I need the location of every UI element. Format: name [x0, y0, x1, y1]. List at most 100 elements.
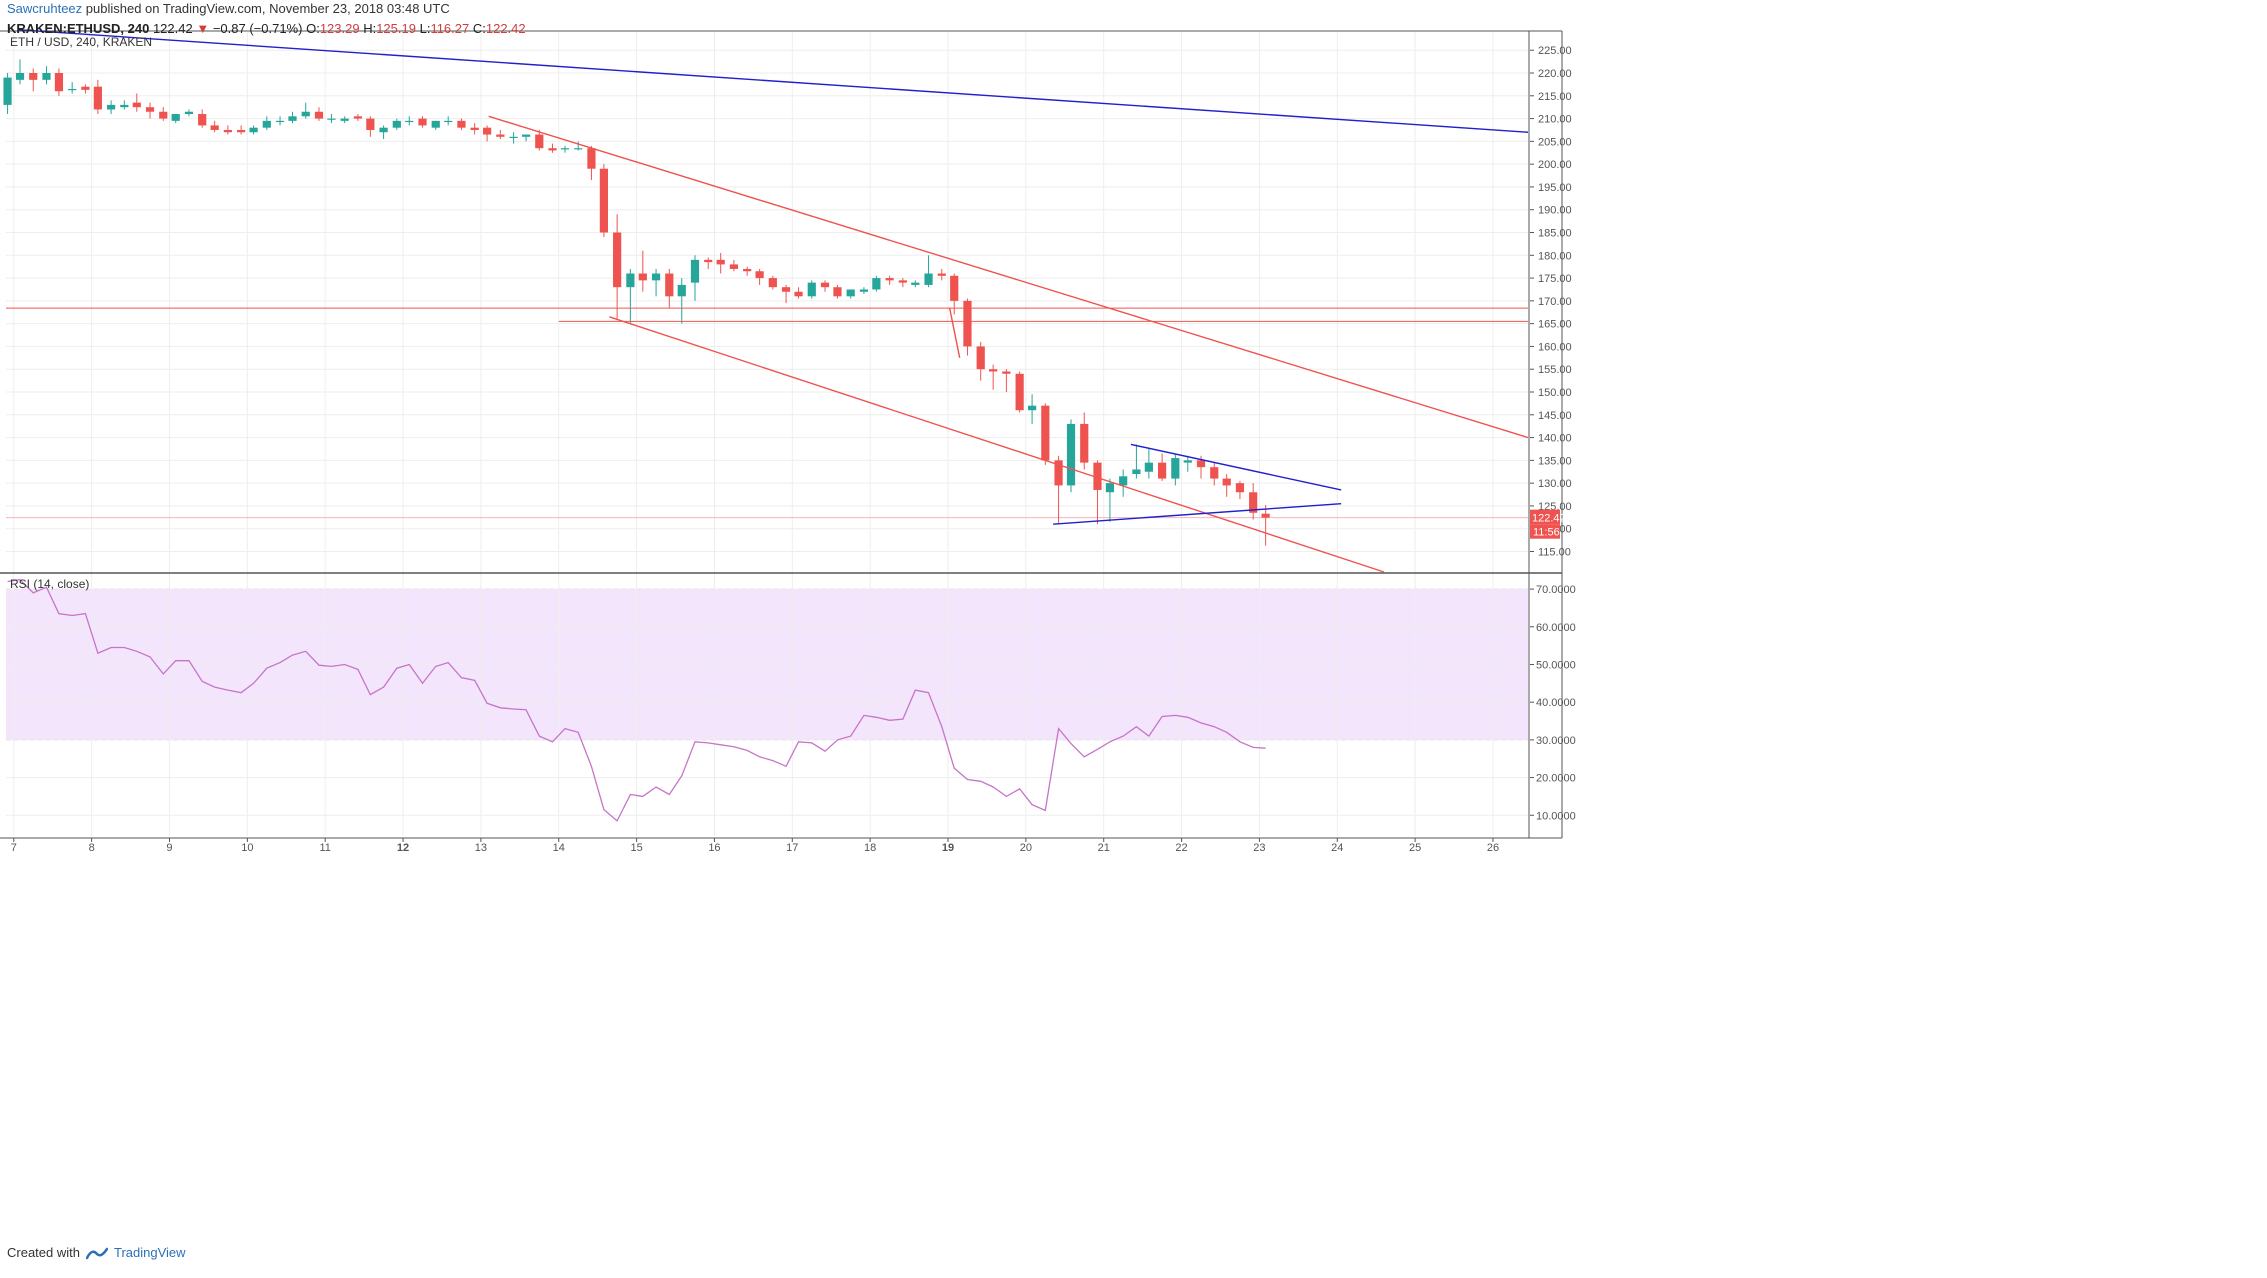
price-tick-label: 180.00 [1538, 250, 1572, 262]
candle-up [42, 73, 51, 80]
price-tick-label: 160.00 [1538, 341, 1572, 353]
candle-down [470, 127, 479, 130]
candle-down [418, 118, 427, 126]
candle-down [716, 259, 725, 265]
time-tick-label: 17 [786, 842, 798, 854]
author-link[interactable]: Sawcruhteez [7, 1, 83, 16]
price-pane-title: ETH / USD, 240, KRAKEN [10, 35, 152, 49]
candle-down [743, 268, 752, 272]
candle-up [120, 104, 129, 108]
time-tick-label: 14 [553, 842, 565, 854]
candle-down [638, 273, 647, 281]
candle-up [1171, 458, 1180, 479]
candle-down [1196, 460, 1206, 468]
rsi-line [7, 579, 1266, 822]
candle-down [132, 102, 141, 108]
tradingview-logo-icon [85, 1247, 108, 1259]
last-price-tag [1530, 509, 1560, 525]
candle-down [1080, 423, 1089, 463]
last-price-tag-label: 122.42 [1532, 513, 1566, 525]
tradingview-link[interactable]: TradingView [113, 1245, 186, 1260]
candle-down [1002, 371, 1011, 374]
low-label: L: [419, 21, 431, 36]
candle-down [781, 287, 791, 292]
rsi-tick-label: 70.0000 [1536, 584, 1576, 596]
time-tick-label: 11 [319, 842, 330, 854]
candle-up [275, 120, 285, 123]
trendline-red [488, 115, 1529, 439]
candle-up [405, 120, 414, 123]
candle-up [15, 73, 25, 80]
open-label: O: [306, 21, 320, 36]
time-tick-label: 12 [397, 842, 409, 854]
rsi-pane-title: RSI (14, close) [10, 577, 89, 591]
candle-up [249, 127, 258, 133]
time-tick-label: 9 [166, 842, 172, 854]
price-tick-label: 190.00 [1538, 205, 1572, 217]
candle-down [210, 125, 219, 130]
candle-down [950, 275, 959, 301]
candle-down [159, 111, 168, 119]
candle-down [483, 127, 492, 135]
candle-down [665, 273, 674, 297]
rsi-tick-label: 40.0000 [1536, 697, 1576, 709]
candle-down [587, 148, 596, 169]
candle-up [807, 282, 816, 297]
open-value: 123.29 [319, 21, 360, 36]
candle-up [301, 111, 310, 117]
candle-down [198, 114, 207, 126]
trendline-red [948, 307, 961, 358]
candle-down [820, 282, 830, 288]
time-tick-label: 13 [475, 842, 487, 854]
price-tick-label: 165.00 [1538, 319, 1572, 331]
candle-down [223, 129, 232, 133]
time-tick-label: 24 [1331, 842, 1343, 854]
candle-up [1105, 483, 1115, 493]
candle-down [833, 287, 842, 297]
down-arrow-icon: ▼ [196, 21, 210, 36]
created-with-label: Created with [7, 1245, 80, 1260]
publish-line: Sawcruhteez published on TradingView.com… [7, 1, 450, 17]
candle-down [496, 134, 505, 137]
price-tick-label: 155.00 [1538, 364, 1572, 376]
price-tick-label: 225.00 [1538, 45, 1572, 57]
symbol-label: KRAKEN:ETHUSD, 240 [7, 21, 150, 36]
high-label: H: [363, 21, 377, 36]
low-value: 116.27 [430, 21, 470, 36]
price-tick-label: 170.00 [1538, 296, 1572, 308]
time-tick-label: 20 [1020, 842, 1032, 854]
candle-down [535, 134, 544, 149]
candle-up [262, 120, 271, 128]
candle-up [1144, 462, 1153, 472]
candle-up [1119, 476, 1128, 486]
candle-down [548, 148, 557, 151]
price-tick-label: 115.00 [1538, 546, 1571, 558]
candle-up [626, 273, 635, 288]
candle-up [379, 127, 388, 133]
candle-down [1054, 460, 1063, 486]
candle-down [1041, 405, 1050, 461]
candle-up [68, 88, 77, 91]
time-tick-label: 22 [1175, 842, 1187, 854]
candle-down [1235, 483, 1245, 493]
price-tick-label: 185.00 [1538, 228, 1572, 240]
candle-up [924, 273, 933, 285]
candle-down [613, 232, 622, 288]
candle-down [768, 278, 777, 288]
time-tick-label: 15 [630, 842, 642, 854]
candle-down [457, 120, 466, 128]
time-tick-label: 25 [1409, 842, 1421, 854]
candle-down [237, 129, 246, 133]
rsi-tick-label: 60.0000 [1536, 622, 1576, 634]
time-tick-label: 8 [89, 842, 95, 854]
price-tick-label: 210.00 [1538, 114, 1572, 126]
trendline-blue [1053, 502, 1342, 525]
candle-up [288, 116, 297, 121]
trendline-blue [1130, 443, 1342, 491]
price-tick-label: 145.00 [1538, 410, 1572, 422]
price-tick-label: 150.00 [1538, 387, 1572, 399]
candle-up [574, 148, 583, 150]
candle-down [1210, 467, 1219, 479]
